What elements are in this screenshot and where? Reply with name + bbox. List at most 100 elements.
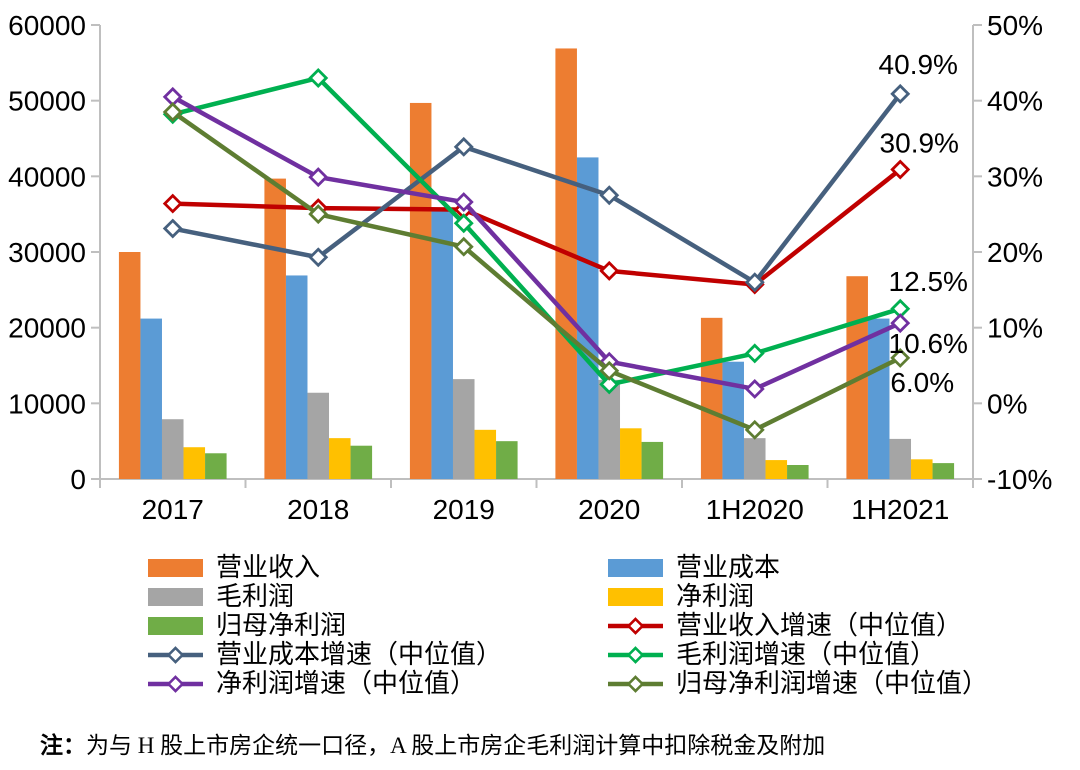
right-axis-tick-label: 30%	[987, 161, 1043, 192]
right-axis-tick-label: -10%	[987, 464, 1052, 495]
legend-label: 营业成本增速（中位值）	[216, 639, 503, 669]
bar	[641, 441, 664, 479]
diamond-marker	[308, 167, 329, 188]
bar	[161, 419, 184, 479]
bar	[183, 447, 206, 479]
combo-chart: 0 10000 20000 30000 40000 50000 60000 -10% 0% 10%…	[8, 10, 1052, 525]
legend-label: 营业收入增速（中位值）	[676, 610, 963, 640]
x-axis-category-label: 1H2021	[851, 494, 949, 525]
bar	[264, 178, 286, 479]
diamond-marker	[162, 218, 183, 239]
x-axis-category-label: 2020	[578, 494, 640, 525]
bar	[911, 459, 933, 479]
diamond-marker	[453, 236, 474, 257]
bar	[118, 252, 141, 479]
left-axis-tick-label: 50000	[8, 86, 86, 117]
legend-label: 归母净利润增速（中位值）	[676, 668, 989, 698]
diamond-marker	[890, 313, 911, 334]
legend-item: 归母净利润	[148, 611, 608, 640]
bar	[889, 438, 912, 479]
diamond-marker	[744, 343, 765, 364]
line-series	[170, 109, 903, 433]
left-axis-tick-label: 20000	[8, 313, 86, 344]
diamond-marker	[599, 260, 620, 281]
bar	[205, 453, 227, 479]
legend-line-swatch	[608, 616, 663, 635]
chart-legend: 营业收入 营业成本 毛利润 净利润 归母净利润 营业收入增速（中位值） 营业成本增速（中位值…	[148, 553, 1068, 698]
diamond-marker	[308, 204, 329, 225]
diamond-marker	[744, 272, 765, 293]
bar	[140, 318, 162, 479]
bar	[431, 211, 453, 479]
x-axis-category-label: 1H2020	[706, 494, 804, 525]
left-axis-tick-label: 10000	[8, 388, 86, 419]
footnote: 注：为与 H 股上市房企统一口径，A 股上市房企毛利润计算中扣除税金及附加	[40, 726, 825, 760]
right-axis-tick-label: 40%	[987, 86, 1043, 117]
bar	[409, 102, 432, 479]
legend-label: 毛利润增速（中位值）	[676, 639, 937, 669]
legend-item: 归母净利润增速（中位值）	[608, 669, 1068, 698]
bar	[620, 428, 642, 479]
data-label-annotation: 30.9%	[880, 128, 959, 159]
legend-bar-swatch	[148, 616, 203, 635]
legend-line-swatch	[608, 674, 663, 693]
line-series	[170, 75, 903, 387]
legend-line-swatch	[148, 674, 203, 693]
diamond-marker	[890, 347, 911, 368]
diamond-marker	[162, 102, 183, 122]
data-label-annotation: 10.6%	[889, 328, 968, 359]
bar	[867, 318, 890, 479]
left-axis-tick-label: 40000	[8, 161, 86, 192]
right-axis-tick-label: 50%	[987, 10, 1043, 41]
legend-line-swatch	[608, 645, 663, 664]
data-label-annotation: 12.5%	[889, 266, 968, 297]
line-series	[170, 91, 903, 285]
legend-bar-swatch	[608, 558, 663, 577]
data-label-annotation: 40.9%	[879, 49, 958, 80]
bar	[555, 48, 577, 479]
diamond-marker	[890, 159, 911, 180]
legend-bar-swatch	[148, 587, 203, 606]
bar	[598, 379, 621, 479]
bar	[787, 465, 809, 479]
footnote-label: 注：	[40, 733, 86, 758]
line-series	[170, 167, 903, 287]
bar	[452, 379, 475, 479]
bar	[576, 157, 599, 479]
legend-item: 营业成本增速（中位值）	[148, 640, 608, 669]
bar	[700, 317, 723, 479]
legend-item: 净利润增速（中位值）	[148, 669, 608, 698]
legend-label: 净利润增速（中位值）	[216, 668, 477, 698]
diamond-marker	[453, 136, 474, 157]
bar	[350, 445, 373, 479]
bar	[932, 463, 955, 479]
left-axis-tick-label: 30000	[8, 237, 86, 268]
diamond-marker	[453, 213, 474, 234]
x-axis-category-label: 2017	[142, 494, 204, 525]
bar	[765, 460, 788, 479]
legend-bar-swatch	[148, 558, 203, 577]
diamond-marker	[162, 193, 183, 214]
legend-item: 营业成本	[608, 553, 1068, 582]
legend-label: 归母净利润	[216, 610, 347, 640]
diamond-marker	[599, 360, 620, 381]
diamond-marker	[744, 419, 765, 440]
legend-label: 净利润	[676, 581, 755, 611]
bar	[743, 438, 766, 479]
line-series	[170, 94, 903, 392]
right-axis-tick-label: 10%	[987, 313, 1043, 344]
diamond-marker	[599, 185, 620, 206]
legend-item: 毛利润	[148, 582, 608, 611]
data-label-annotation: 6.0%	[890, 367, 954, 398]
legend-label: 毛利润	[216, 581, 295, 611]
x-axis-category-label: 2018	[287, 494, 349, 525]
bar	[329, 438, 351, 479]
legend-line-swatch	[148, 645, 203, 664]
diamond-marker	[599, 374, 620, 395]
legend-item: 净利润	[608, 582, 1068, 611]
bar	[496, 441, 518, 479]
bar	[474, 429, 497, 479]
right-axis-tick-label: 0%	[987, 388, 1027, 419]
footnote-text: 为与 H 股上市房企统一口径，A 股上市房企毛利润计算中扣除税金及附加	[86, 733, 826, 758]
